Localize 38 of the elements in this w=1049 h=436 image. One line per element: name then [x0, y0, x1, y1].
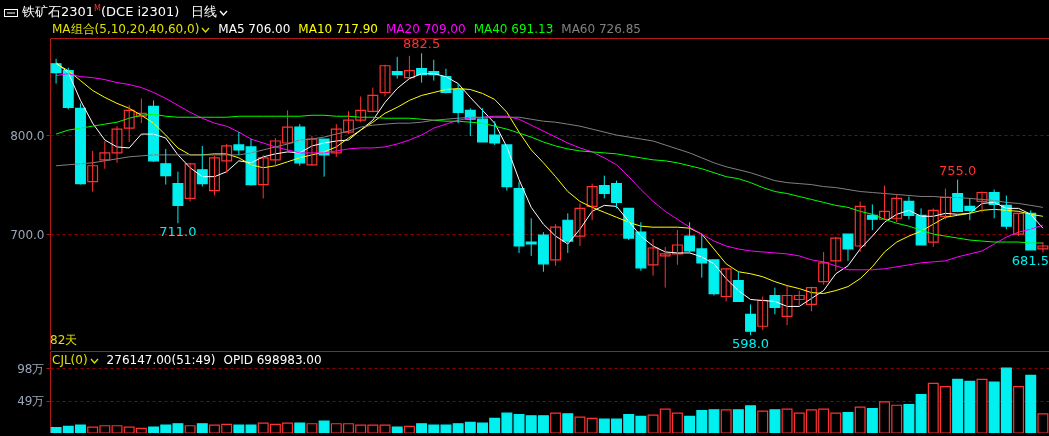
annotation: 82天: [50, 332, 78, 349]
candlestick: [830, 236, 842, 272]
text: MA60 726.85: [561, 22, 641, 36]
bar: [866, 407, 878, 433]
bar: [196, 423, 208, 433]
bar: [294, 422, 306, 433]
y-tick-label: 800.0: [10, 128, 45, 143]
y-tick-label: 49万: [17, 394, 45, 409]
candlestick: [160, 148, 172, 186]
bar: [915, 394, 927, 433]
bar: [769, 409, 781, 433]
annotation: 681.5: [1011, 253, 1049, 269]
chart-title: 铁矿石2301$^{M}$(DCE i2301): [22, 4, 180, 19]
bar: [1025, 374, 1037, 433]
annotation: 276147.00(51:49): [106, 353, 216, 367]
candlestick: [391, 56, 403, 80]
bar: [903, 403, 915, 433]
annotation: 882.5: [402, 36, 441, 52]
y-tick-label: 98万: [17, 361, 45, 376]
text: MA5 706.00: [218, 22, 291, 36]
annotation: 598.0: [731, 336, 770, 352]
candlestick: [745, 303, 756, 336]
text: MA20 709.00: [386, 22, 466, 36]
y-tick-label: 700.0: [10, 227, 45, 242]
bar: [318, 420, 330, 433]
candlestick: [87, 150, 99, 193]
legend-title: MA组合(5,10,20,40,60,0): [52, 22, 200, 36]
annotation: 711.0: [159, 224, 197, 240]
candlestick: [842, 233, 854, 262]
chart-title: CJL(0): [52, 353, 88, 367]
annotation: OPID 698983.00: [223, 353, 322, 367]
bar: [842, 411, 854, 433]
text: MA40 691.13: [473, 22, 554, 36]
bar: [562, 413, 574, 433]
chart-subtitle: 日线: [191, 4, 218, 19]
text: MA10 717.90: [298, 22, 378, 36]
bar: [391, 426, 403, 433]
annotation: 755.0: [939, 162, 977, 178]
